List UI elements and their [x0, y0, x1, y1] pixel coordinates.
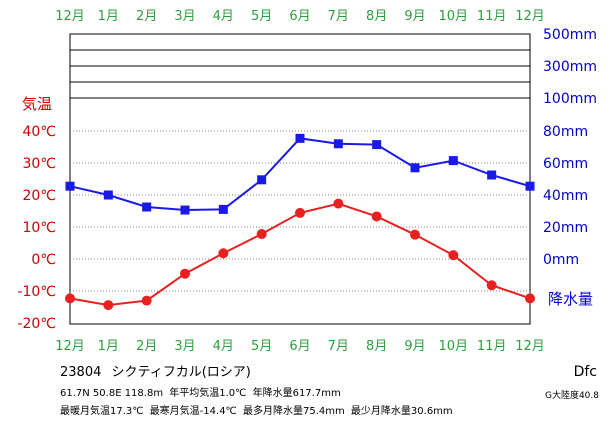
month-label-top: 4月 [213, 9, 234, 24]
month-label-bottom: 11月 [477, 339, 507, 354]
temperature-point [371, 211, 382, 222]
station-line: 23804 シクティフカル(ロシア) [60, 361, 251, 380]
precip-tick-label: 500mm [543, 27, 597, 43]
month-label-top: 12月 [55, 9, 85, 24]
month-label-bottom: 12月 [515, 339, 545, 354]
temperature-point [256, 229, 267, 240]
precipitation-point [295, 133, 305, 143]
wettest-month-precip: 最多月降水量75.4mm [242, 406, 345, 417]
annual-precip: 年降水量617.7mm [252, 388, 341, 399]
month-label-bottom: 7月 [328, 339, 349, 354]
month-label-bottom: 5月 [251, 339, 272, 354]
month-label-bottom: 10月 [439, 339, 469, 354]
temp-axis-ticks: 40℃ 30℃ 20℃ 10℃ 0℃ -10℃ -20℃ [17, 124, 56, 332]
precip-axis-title: 降水量 [548, 290, 593, 308]
compressed-precip-gridlines [70, 49, 530, 99]
precipitation-point [142, 202, 152, 212]
station-name: シクティフカル(ロシア) [111, 365, 251, 380]
station-id: 23804 [60, 365, 102, 380]
month-label-top: 8月 [366, 9, 387, 24]
temp-tick-label: -20℃ [17, 316, 56, 332]
month-label-top: 6月 [289, 9, 310, 24]
precip-tick-label: 0mm [543, 252, 579, 268]
precipitation-point [333, 139, 343, 149]
bottom-month-labels: 12月 1月 2月 3月 4月 5月 6月 7月 8月 9月 10月 11月 1… [55, 339, 545, 354]
temp-tick-label: 0℃ [31, 252, 56, 268]
warmest-month-temp: 最暖月気温17.3℃ [60, 406, 144, 417]
precip-tick-label: 20mm [543, 220, 588, 236]
month-label-bottom: 6月 [289, 339, 310, 354]
month-label-top: 11月 [477, 9, 507, 24]
annual-mean-temp: 年平均気温1.0℃ [169, 388, 247, 399]
temp-tick-label: 40℃ [22, 124, 56, 140]
precipitation-point [257, 175, 267, 185]
month-label-top: 9月 [404, 9, 425, 24]
koppen-region-label: G大陸度40.8 [544, 391, 599, 401]
month-label-top: 10月 [439, 9, 469, 24]
month-label-bottom: 3月 [174, 339, 195, 354]
temp-axis-title: 気温 [22, 95, 52, 113]
temperature-point [103, 300, 114, 311]
month-label-top: 5月 [251, 9, 272, 24]
temperature-point [525, 293, 535, 304]
temperature-point [410, 229, 420, 240]
precipitation-point [525, 181, 535, 191]
temperature-point [333, 198, 344, 209]
temperature-point [141, 295, 152, 306]
month-label-top: 7月 [328, 9, 349, 24]
month-label-bottom: 4月 [213, 339, 234, 354]
precipitation-point [218, 204, 228, 214]
driest-month-precip: 最少月降水量30.6mm [350, 406, 453, 417]
temperature-point [448, 250, 459, 261]
precipitation-point [372, 140, 382, 150]
precipitation-line [69, 137, 531, 212]
month-label-bottom: 8月 [366, 339, 387, 354]
temperature-line [69, 202, 531, 307]
temperature-point [180, 268, 190, 279]
plot-frame [69, 33, 531, 325]
precip-tick-label: 60mm [543, 156, 588, 172]
month-label-bottom: 9月 [404, 339, 425, 354]
precipitation-point [65, 181, 75, 191]
month-label-top: 3月 [174, 9, 195, 24]
month-label-top: 12月 [515, 9, 545, 24]
month-label-top: 2月 [136, 9, 157, 24]
month-label-bottom: 12月 [55, 339, 85, 354]
month-label-bottom: 1月 [98, 339, 119, 354]
temperature-point [65, 293, 75, 304]
temp-tick-label: 20℃ [22, 188, 56, 204]
temperature-point [295, 207, 305, 218]
temp-tick-label: -10℃ [17, 284, 56, 300]
temp-tick-label: 30℃ [22, 156, 56, 172]
series-layer [65, 133, 535, 311]
precipitation-point [448, 156, 458, 166]
top-month-labels: 12月 1月 2月 3月 4月 5月 6月 7月 8月 9月 10月 11月 1… [55, 9, 545, 24]
precipitation-point [180, 205, 190, 215]
month-label-bottom: 2月 [136, 339, 157, 354]
precip-axis-ticks: 500mm 300mm 100mm 80mm 60mm 40mm 20mm 0m… [543, 27, 597, 268]
stats-line-1: 61.7N 50.8E 118.8m 年平均気温1.0℃ 年降水量617.7mm [60, 384, 341, 399]
precip-tick-label: 100mm [543, 91, 597, 107]
precipitation-point [487, 170, 497, 180]
precip-tick-label: 40mm [543, 188, 588, 204]
precip-tick-label: 300mm [543, 59, 597, 75]
stats-line-2: 最暖月気温17.3℃ 最寒月気温-14.4℃ 最多月降水量75.4mm 最少月降… [60, 402, 453, 417]
precip-tick-label: 80mm [543, 124, 588, 140]
temperature-point [218, 248, 229, 259]
month-label-top: 1月 [98, 9, 119, 24]
precipitation-point [103, 190, 113, 200]
koppen-climate-code: Dfc [573, 364, 597, 380]
precipitation-point [410, 163, 420, 173]
temp-tick-label: 10℃ [22, 220, 56, 236]
temperature-point [486, 280, 497, 291]
station-coords: 61.7N 50.8E 118.8m [60, 388, 164, 399]
coldest-month-temp: 最寒月気温-14.4℃ [149, 406, 237, 417]
